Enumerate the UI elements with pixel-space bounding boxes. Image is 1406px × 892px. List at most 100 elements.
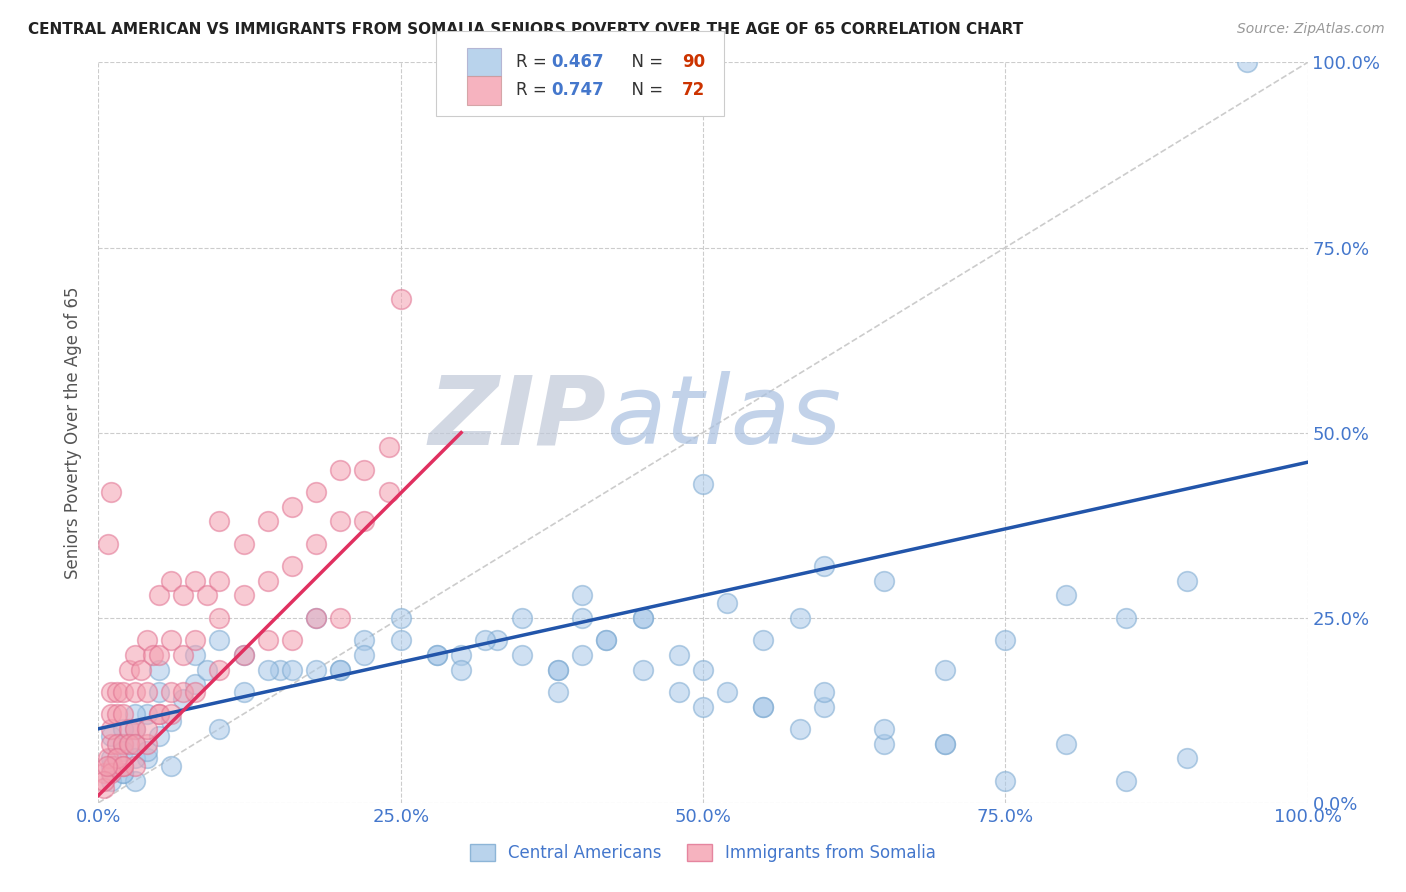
- Point: [111, 737, 134, 751]
- Point: [934, 663, 956, 677]
- Point: [994, 632, 1017, 647]
- Point: [148, 729, 170, 743]
- Text: ZIP: ZIP: [429, 371, 606, 465]
- Point: [172, 589, 194, 603]
- Point: [329, 515, 352, 529]
- Point: [547, 663, 569, 677]
- Point: [389, 610, 412, 624]
- Point: [232, 648, 254, 662]
- Point: [129, 663, 152, 677]
- Point: [124, 751, 146, 765]
- Point: [510, 648, 533, 662]
- Point: [100, 758, 122, 772]
- Point: [111, 766, 134, 780]
- Point: [232, 589, 254, 603]
- Point: [752, 699, 775, 714]
- Point: [148, 706, 170, 721]
- Point: [716, 596, 738, 610]
- Point: [124, 648, 146, 662]
- Point: [305, 610, 328, 624]
- Text: CENTRAL AMERICAN VS IMMIGRANTS FROM SOMALIA SENIORS POVERTY OVER THE AGE OF 65 C: CENTRAL AMERICAN VS IMMIGRANTS FROM SOMA…: [28, 22, 1024, 37]
- Point: [135, 706, 157, 721]
- Point: [1175, 751, 1198, 765]
- Point: [100, 685, 122, 699]
- Point: [124, 737, 146, 751]
- Point: [208, 663, 231, 677]
- Point: [305, 536, 328, 550]
- Point: [111, 758, 134, 772]
- Point: [118, 737, 141, 751]
- Text: R =: R =: [516, 54, 553, 71]
- Point: [135, 722, 157, 736]
- Point: [111, 766, 134, 780]
- Point: [208, 722, 231, 736]
- Point: [195, 589, 218, 603]
- Point: [426, 648, 449, 662]
- Point: [184, 632, 207, 647]
- Point: [184, 685, 207, 699]
- Point: [281, 558, 304, 573]
- Y-axis label: Seniors Poverty Over the Age of 65: Seniors Poverty Over the Age of 65: [65, 286, 83, 579]
- Point: [208, 574, 231, 588]
- Point: [100, 773, 122, 788]
- Point: [135, 744, 157, 758]
- Point: [184, 574, 207, 588]
- Point: [142, 648, 165, 662]
- Point: [305, 610, 328, 624]
- Text: atlas: atlas: [606, 371, 841, 465]
- Point: [160, 574, 183, 588]
- Point: [571, 589, 593, 603]
- Point: [450, 648, 472, 662]
- Text: 0.747: 0.747: [551, 81, 605, 99]
- Text: Source: ZipAtlas.com: Source: ZipAtlas.com: [1237, 22, 1385, 37]
- Point: [474, 632, 496, 647]
- Point: [148, 706, 170, 721]
- Point: [329, 663, 352, 677]
- Point: [148, 648, 170, 662]
- Point: [631, 663, 654, 677]
- Point: [105, 737, 128, 751]
- Point: [353, 462, 375, 476]
- Point: [668, 648, 690, 662]
- Point: [118, 663, 141, 677]
- Point: [934, 737, 956, 751]
- Point: [111, 737, 134, 751]
- Point: [631, 610, 654, 624]
- Point: [510, 610, 533, 624]
- Point: [118, 722, 141, 736]
- Point: [160, 714, 183, 729]
- Point: [148, 589, 170, 603]
- Point: [873, 737, 896, 751]
- Point: [1054, 589, 1077, 603]
- Point: [100, 722, 122, 736]
- Point: [716, 685, 738, 699]
- Point: [281, 663, 304, 677]
- Point: [813, 699, 835, 714]
- Point: [105, 685, 128, 699]
- Point: [135, 632, 157, 647]
- Point: [547, 685, 569, 699]
- Point: [486, 632, 509, 647]
- Point: [124, 685, 146, 699]
- Point: [789, 610, 811, 624]
- Text: 72: 72: [682, 81, 706, 99]
- Point: [160, 685, 183, 699]
- Point: [813, 685, 835, 699]
- Point: [100, 737, 122, 751]
- Point: [256, 663, 278, 677]
- Point: [135, 737, 157, 751]
- Point: [1054, 737, 1077, 751]
- Point: [124, 722, 146, 736]
- Point: [232, 685, 254, 699]
- Point: [426, 648, 449, 662]
- Point: [389, 632, 412, 647]
- Point: [97, 751, 120, 765]
- Point: [353, 648, 375, 662]
- Point: [450, 663, 472, 677]
- Point: [668, 685, 690, 699]
- Point: [135, 685, 157, 699]
- Text: R =: R =: [516, 81, 553, 99]
- Point: [208, 515, 231, 529]
- Point: [100, 766, 122, 780]
- Point: [208, 610, 231, 624]
